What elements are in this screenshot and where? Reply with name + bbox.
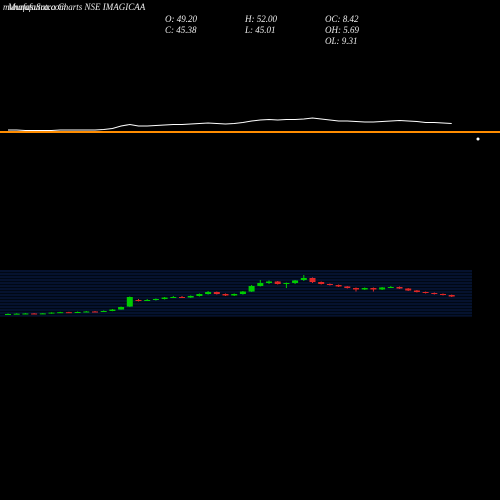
candle-body [335,285,342,287]
candle-body [248,286,255,292]
stat: O: 49.20 [165,14,197,24]
candle-body [353,288,359,290]
candle-body [205,292,212,294]
candle-body [379,287,386,290]
candle-body [422,292,429,293]
candle-body [292,280,299,283]
candle-body [440,294,446,295]
candle-body [57,312,64,314]
stat: OC: 8.42 [325,14,359,24]
candle-body [179,297,185,298]
candle-body [196,294,203,296]
candle-body [92,311,98,313]
candle-body [396,287,403,289]
stat: C: 45.38 [165,25,197,35]
candle-body [405,288,412,291]
candle-body [266,281,272,283]
stat: H: 52.00 [244,14,277,24]
candle-body [231,294,238,296]
candle-body [187,296,194,298]
candle-body [31,313,38,315]
price-band [0,270,472,316]
candle-body [5,314,11,315]
candle-body [152,299,159,300]
candle-body [326,284,333,285]
chart-title: MunafaSutra Charts NSE IMAGICAA [7,2,146,12]
candle-body [318,282,325,284]
candle-body [274,281,281,284]
stat: OL: 9.31 [325,36,358,46]
candle-body [39,313,46,315]
candle-body [118,307,125,310]
candle-body [300,278,307,280]
candle-body [222,294,229,296]
candle-body [170,297,177,298]
candle-body [126,297,133,307]
candle-body [257,283,264,286]
candle-body [283,283,290,284]
candle-body [213,292,220,294]
candle-body [13,313,20,315]
stat: OH: 5.69 [325,25,359,35]
candle-body [161,297,168,299]
site-name: munafasutra.com [3,2,66,12]
candle-body [48,312,55,314]
candle-body [413,290,420,292]
candle-body [144,300,151,301]
candle-body [109,309,116,311]
candle-body [135,300,142,301]
candle-body [74,312,81,313]
candle-body [344,286,351,288]
stat: L: 45.01 [244,25,276,35]
candle-body [100,311,107,312]
candle-body [387,287,394,288]
candle-body [239,291,246,294]
indicator-line [8,117,452,131]
candle-body [22,313,29,315]
candle-body [83,311,90,313]
candle-body [309,278,316,282]
candle-body [370,288,377,290]
candle-body [431,293,438,294]
candle-body [65,312,72,314]
marker-dot [476,137,480,141]
candle-body [448,295,455,297]
candle-body [361,288,368,290]
